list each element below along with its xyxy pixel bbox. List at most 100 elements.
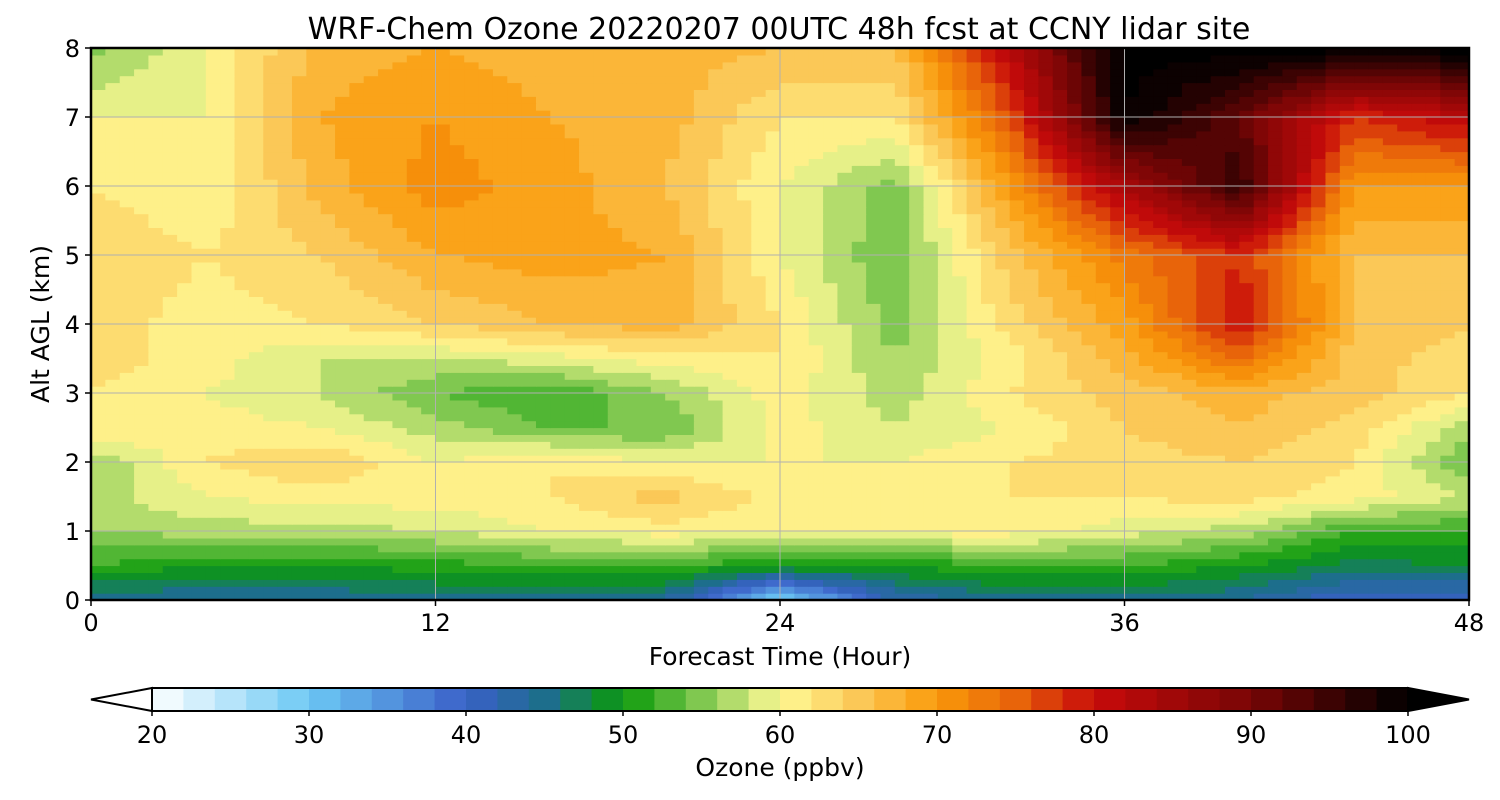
heatmap-cell — [406, 337, 422, 346]
heatmap-cell — [378, 551, 394, 560]
heatmap-cell — [851, 399, 867, 408]
heatmap-cell — [1181, 337, 1197, 346]
heatmap-cell — [1454, 531, 1469, 539]
heatmap-cell — [980, 593, 996, 600]
heatmap-cell — [277, 351, 293, 360]
heatmap-cell — [1454, 255, 1469, 263]
heatmap-cell — [1081, 393, 1097, 401]
heatmap-cell — [1397, 593, 1413, 600]
heatmap-cell — [335, 330, 350, 339]
heatmap-cell — [550, 427, 566, 435]
heatmap-cell — [937, 296, 953, 304]
heatmap-cell — [1354, 462, 1370, 470]
heatmap-cell — [607, 544, 623, 553]
heatmap-cell — [1024, 441, 1039, 449]
heatmap-cell — [291, 593, 307, 600]
heatmap-cell — [421, 517, 437, 525]
heatmap-cell — [966, 406, 982, 415]
heatmap-cell — [622, 593, 638, 600]
heatmap-cell — [1067, 503, 1083, 511]
heatmap-cell — [952, 448, 968, 456]
heatmap-cell — [248, 572, 264, 580]
heatmap-cell — [1210, 255, 1226, 263]
heatmap-cell — [1425, 261, 1441, 270]
heatmap-cell — [1052, 551, 1068, 560]
heatmap-cell — [1210, 406, 1226, 415]
heatmap-cell — [1368, 537, 1384, 546]
heatmap-cell — [1095, 303, 1111, 311]
heatmap-cell — [1268, 393, 1283, 401]
heatmap-cell — [1081, 296, 1097, 304]
heatmap-cell — [406, 586, 422, 594]
heatmap-cell — [722, 558, 738, 567]
heatmap-cell — [335, 510, 350, 518]
heatmap-cell — [1440, 365, 1456, 373]
heatmap-cell — [650, 317, 666, 325]
heatmap-cell — [449, 358, 465, 366]
heatmap-cell — [823, 303, 839, 311]
heatmap-cell — [937, 282, 953, 291]
heatmap-cell — [909, 593, 925, 600]
heatmap-cell — [995, 565, 1011, 573]
heatmap-cell — [880, 462, 896, 470]
heatmap-cell — [449, 434, 465, 442]
heatmap-cell — [148, 558, 164, 567]
heatmap-cell — [851, 282, 867, 291]
heatmap-cell — [622, 517, 638, 525]
heatmap-cell — [1167, 365, 1183, 373]
heatmap-cell — [435, 503, 451, 511]
heatmap-cell — [277, 275, 293, 284]
heatmap-cell — [248, 261, 264, 270]
heatmap-cell — [105, 330, 121, 339]
heatmap-cell — [937, 586, 953, 594]
heatmap-cell — [1239, 551, 1255, 560]
heatmap-cell — [593, 268, 609, 277]
heatmap-cell — [119, 413, 135, 422]
heatmap-cell — [177, 475, 193, 484]
heatmap-cell — [1454, 330, 1469, 339]
heatmap-cell — [191, 482, 207, 491]
heatmap-cell — [306, 503, 322, 511]
heatmap-cell — [823, 241, 839, 249]
heatmap-cell — [521, 531, 537, 539]
heatmap-cell — [1368, 406, 1384, 415]
heatmap-cell — [119, 503, 135, 511]
heatmap-cell — [1081, 455, 1097, 463]
heatmap-cell — [794, 462, 810, 470]
heatmap-cell — [1067, 282, 1083, 291]
heatmap-cell — [406, 261, 422, 270]
heatmap-cell — [1325, 434, 1341, 442]
heatmap-cell — [736, 434, 752, 442]
heatmap-cell — [263, 503, 279, 511]
heatmap-cell — [636, 372, 652, 380]
heatmap-cell — [1397, 289, 1413, 297]
heatmap-cell — [263, 324, 279, 332]
heatmap-cell — [622, 558, 638, 567]
heatmap-cell — [1354, 365, 1370, 373]
heatmap-cell — [1411, 462, 1427, 470]
heatmap-cell — [1282, 544, 1298, 553]
heatmap-cell — [521, 565, 537, 573]
heatmap-cell — [1095, 551, 1111, 560]
heatmap-cell — [1425, 317, 1441, 325]
heatmap-cell — [1325, 310, 1341, 318]
heatmap-cell — [650, 296, 666, 304]
heatmap-cell — [1368, 565, 1384, 573]
heatmap-cell — [765, 558, 781, 567]
heatmap-cell — [937, 496, 953, 504]
heatmap-cell — [1081, 565, 1097, 573]
heatmap-cell — [894, 255, 910, 263]
heatmap-cell — [1411, 496, 1427, 504]
heatmap-cell — [1425, 531, 1441, 539]
heatmap-cell — [722, 489, 738, 498]
heatmap-cell — [837, 558, 853, 567]
heatmap-cell — [162, 558, 178, 567]
heatmap-cell — [148, 420, 164, 429]
heatmap-cell — [622, 406, 638, 415]
heatmap-cell — [421, 330, 437, 339]
heatmap-cell — [1081, 503, 1097, 511]
heatmap-cell — [1024, 365, 1039, 373]
heatmap-cell — [1124, 489, 1140, 498]
heatmap-cell — [1397, 586, 1413, 594]
heatmap-cell — [564, 475, 580, 484]
